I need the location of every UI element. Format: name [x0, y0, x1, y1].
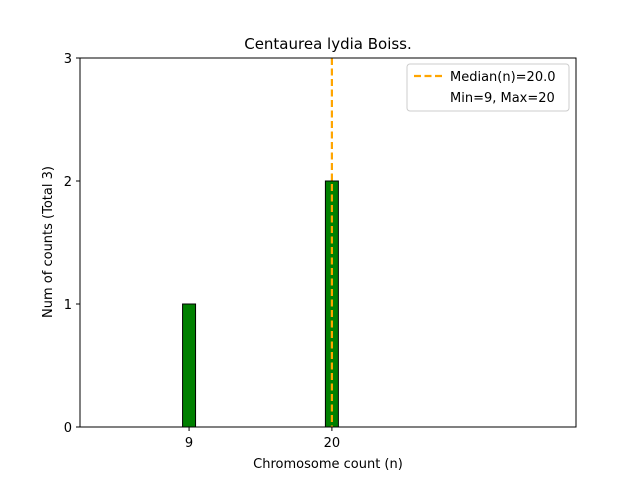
y-tick-label-2: 2: [64, 175, 72, 190]
chart-title: Centaurea lydia Boiss.: [244, 35, 412, 53]
y-axis-label: Num of counts (Total 3): [41, 166, 56, 318]
bar-9: [182, 303, 197, 428]
x-tick-label-9: 9: [185, 436, 193, 451]
y-tick-label-3: 3: [64, 52, 72, 67]
x-axis-label: Chromosome count (n): [253, 457, 403, 472]
axes-layer: 0 1 2 3 9 20: [64, 52, 577, 451]
y-tick-label-0: 0: [64, 421, 72, 436]
y-tick-label-1: 1: [64, 298, 72, 313]
legend-range-label: Min=9, Max=20: [450, 91, 555, 106]
plot-frame: [79, 57, 577, 428]
legend-frame: [406, 63, 570, 112]
x-tick-label-20: 20: [324, 436, 341, 451]
legend-median-label: Median(n)=20.0: [450, 70, 556, 85]
legend: Median(n)=20.0 Min=9, Max=20: [406, 63, 570, 112]
